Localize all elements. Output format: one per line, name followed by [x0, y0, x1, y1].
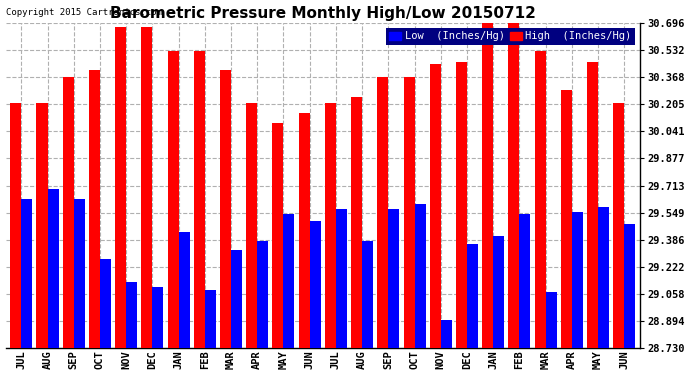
Bar	[587, 62, 598, 348]
Bar	[572, 213, 583, 348]
Bar	[377, 77, 388, 348]
Bar	[246, 104, 257, 348]
Bar	[351, 97, 362, 348]
Bar	[613, 104, 624, 348]
Bar	[89, 70, 100, 348]
Bar	[325, 104, 336, 348]
Bar	[624, 224, 635, 348]
Bar	[598, 207, 609, 348]
Title: Barometric Pressure Monthly High/Low 20150712: Barometric Pressure Monthly High/Low 201…	[110, 6, 535, 21]
Bar	[561, 90, 572, 348]
Bar	[336, 209, 347, 348]
Bar	[362, 240, 373, 348]
Bar	[168, 51, 179, 348]
Bar	[404, 77, 415, 348]
Bar	[273, 123, 284, 348]
Bar	[441, 320, 452, 348]
Bar	[430, 64, 441, 348]
Bar	[509, 19, 520, 348]
Bar	[284, 214, 295, 348]
Bar	[141, 27, 152, 348]
Bar	[152, 287, 164, 348]
Bar	[493, 236, 504, 348]
Bar	[21, 199, 32, 348]
Bar	[205, 290, 216, 348]
Legend: Low  (Inches/Hg), High  (Inches/Hg): Low (Inches/Hg), High (Inches/Hg)	[386, 28, 635, 45]
Bar	[257, 240, 268, 348]
Bar	[415, 204, 426, 348]
Bar	[63, 77, 74, 348]
Bar	[74, 199, 85, 348]
Bar	[194, 51, 205, 348]
Bar	[388, 209, 400, 348]
Bar	[220, 70, 231, 348]
Text: Copyright 2015 Cartronics.com: Copyright 2015 Cartronics.com	[6, 8, 161, 16]
Bar	[482, 22, 493, 348]
Bar	[48, 189, 59, 348]
Bar	[310, 221, 321, 348]
Bar	[546, 292, 557, 348]
Bar	[231, 251, 242, 348]
Bar	[115, 27, 126, 348]
Bar	[37, 104, 48, 348]
Bar	[100, 259, 111, 348]
Bar	[535, 51, 546, 348]
Bar	[467, 244, 478, 348]
Bar	[10, 104, 21, 348]
Bar	[299, 113, 310, 348]
Bar	[179, 232, 190, 348]
Bar	[126, 282, 137, 348]
Bar	[456, 62, 467, 348]
Bar	[520, 214, 531, 348]
